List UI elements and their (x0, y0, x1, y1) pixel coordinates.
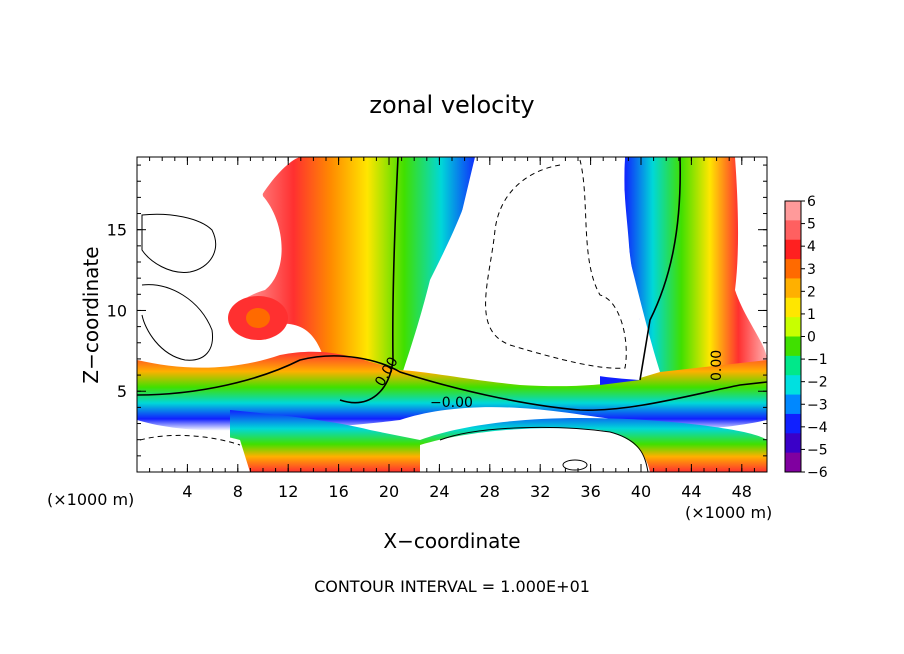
x-tick-label: 44 (681, 482, 701, 501)
colorbar-label: −1 (807, 352, 828, 368)
colorbar-label: 5 (807, 217, 816, 233)
colorbar-label: −4 (807, 420, 828, 436)
colorbar-label: −5 (807, 442, 828, 458)
x-unit-right: (×1000 m) (685, 503, 772, 522)
colorbar-cell (785, 413, 801, 434)
x-tick-label: 32 (530, 482, 550, 501)
colorbar-cell (785, 355, 801, 376)
x-tick-label: 12 (278, 482, 298, 501)
colorbar-label: 3 (807, 262, 816, 278)
x-tick-label: 48 (732, 482, 752, 501)
x-tick-label: 20 (379, 482, 399, 501)
x-axis-label: X−coordinate (383, 529, 520, 553)
colorbar-cell (785, 433, 801, 454)
colorbar-label: 4 (807, 239, 816, 255)
colorbar-label: 6 (807, 194, 816, 210)
x-tick-label: 36 (580, 482, 600, 501)
contour-label: 0.00 (709, 350, 725, 381)
colorbar-cell (785, 239, 801, 260)
y-axis-label: Z−coordinate (79, 246, 103, 383)
colorbar-cell (785, 336, 801, 357)
colorbar-label: 0 (807, 330, 816, 346)
colorbar-cell (785, 375, 801, 396)
colorbar-cell (785, 278, 801, 299)
x-tick-label: 28 (480, 482, 500, 501)
x-tick-label: 40 (631, 482, 651, 501)
colorbar-label: −2 (807, 375, 828, 391)
colorbar-cell (785, 259, 801, 279)
x-axis: 4 8 12 16 20 24 28 32 36 40 44 48 (149, 157, 755, 501)
colorbar-cell (785, 317, 801, 337)
colorbar-label: 1 (807, 307, 816, 323)
colorbar: 6 5 4 3 2 1 0 −1 −2 −3 −4 −5 −6 (784, 194, 828, 481)
x-tick-label: 24 (429, 482, 449, 501)
contour-label: −0.00 (430, 395, 473, 411)
y-axis: 5 10 15 (107, 164, 767, 457)
y-tick-label: 10 (107, 301, 127, 320)
x-tick-label: 16 (328, 482, 348, 501)
x-unit-left: (×1000 m) (47, 490, 134, 509)
colorbar-label: 2 (807, 284, 816, 300)
colorbar-label: −6 (807, 465, 828, 481)
colorbar-label: −3 (807, 397, 828, 413)
colorbar-cell (785, 452, 801, 473)
contour-field (137, 157, 767, 472)
x-tick-label: 4 (182, 482, 192, 501)
colorbar-cell (785, 220, 801, 241)
colorbar-cell (785, 201, 801, 221)
colorbar-cell (785, 297, 801, 318)
colorbar-cell (785, 394, 801, 415)
x-tick-label: 8 (233, 482, 243, 501)
chart-title: zonal velocity (369, 91, 534, 119)
y-tick-label: 15 (107, 221, 127, 240)
y-tick-label: 5 (117, 382, 127, 401)
contour-interval-note: CONTOUR INTERVAL = 1.000E+01 (314, 577, 590, 596)
